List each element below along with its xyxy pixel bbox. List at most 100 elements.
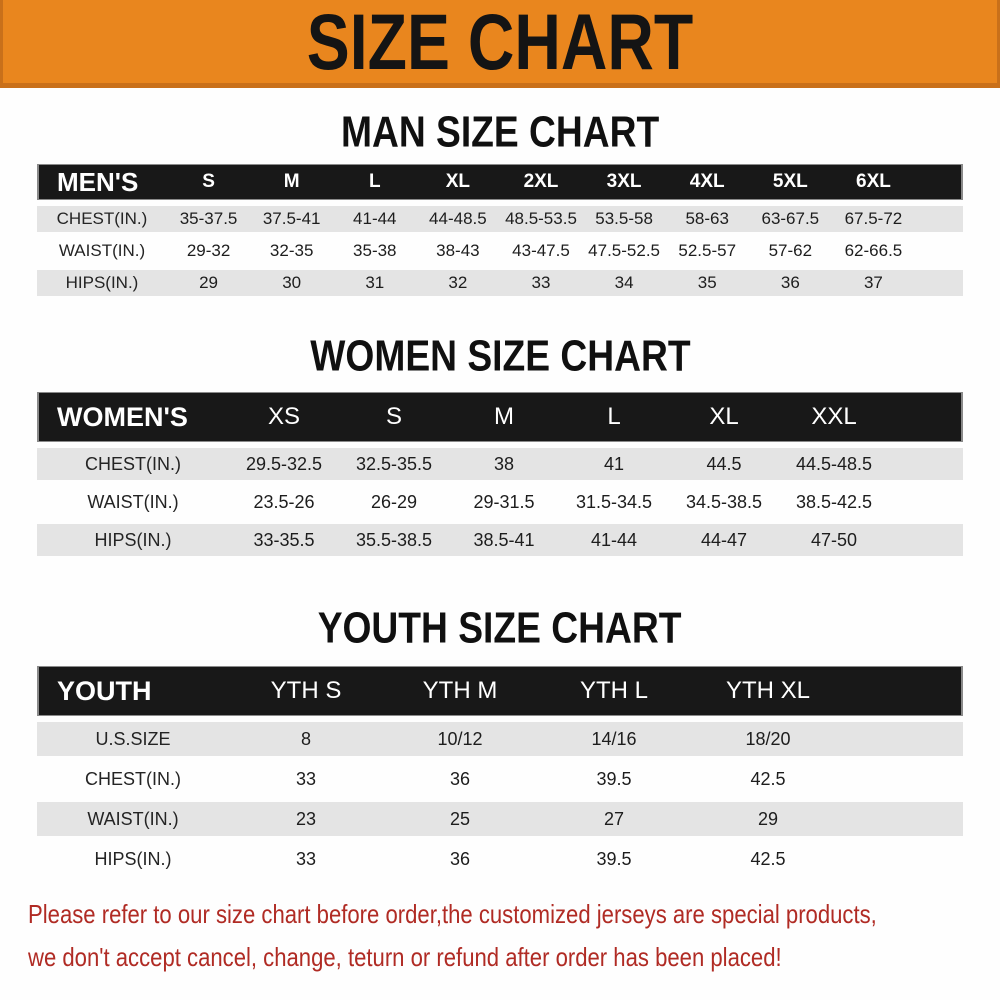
size-value-cell: 34	[614, 273, 634, 292]
size-column-header: XL	[669, 392, 779, 442]
size-value-cell: 25	[449, 808, 471, 829]
size-value-cell: 42.5	[750, 768, 786, 789]
size-value-cell: 18/20	[745, 728, 791, 749]
row-spacer-cell	[889, 448, 963, 480]
size-value-cell: 41	[603, 453, 625, 474]
row-label: WAIST(IN.)	[87, 491, 179, 512]
size-value-cell: 30	[282, 273, 302, 292]
women-size-chart-section: WOMEN SIZE CHART WOMEN'S XS S M L XL XXL CHEST(…	[0, 331, 1000, 562]
size-value-cell: 36	[449, 848, 471, 869]
size-value-cell: 39.5	[596, 848, 632, 869]
size-value-cell: 42.5	[750, 848, 786, 869]
size-value-cell: 62-66.5	[844, 241, 903, 260]
row-spacer-cell	[845, 722, 963, 756]
table-corner-label: MEN'S	[37, 164, 167, 200]
size-value-cell: 67.5-72	[844, 209, 903, 228]
women-section-title-text: WOMEN SIZE CHART	[309, 331, 691, 381]
size-value-cell: 33	[295, 768, 317, 789]
size-value-cell: 31.5-34.5	[575, 491, 653, 512]
size-column-header: XS	[229, 392, 339, 442]
women-size-table: WOMEN'S XS S M L XL XXL CHEST(IN.) 29.5-32.5 32.5…	[37, 386, 963, 562]
row-label: HIPS(IN.)	[65, 273, 139, 292]
row-spacer-cell	[845, 842, 963, 876]
size-value-cell: 26-29	[370, 491, 418, 512]
order-notice-line-1: Please refer to our size chart before or…	[28, 899, 877, 929]
size-value-cell: 57-62	[768, 241, 813, 260]
size-value-cell: 41-44	[590, 529, 638, 550]
table-row: HIPS(IN.) 33 36 39.5 42.5	[37, 842, 963, 876]
man-section-title-text: MAN SIZE CHART	[340, 107, 660, 157]
table-row: CHEST(IN.) 33 36 39.5 42.5	[37, 762, 963, 796]
row-spacer-cell	[845, 802, 963, 836]
women-section-title: WOMEN SIZE CHART	[0, 331, 1000, 381]
table-header-row: WOMEN'S XS S M L XL XXL	[37, 392, 963, 442]
size-value-cell: 36	[780, 273, 800, 292]
table-row: WAIST(IN.) 29-32 32-35 35-38 38-43 43-47.5 47.…	[37, 238, 963, 264]
table-row: HIPS(IN.) 29 30 31 32 33 34 35 36 37	[37, 270, 963, 296]
size-value-cell: 36	[449, 768, 471, 789]
table-row: CHEST(IN.) 29.5-32.5 32.5-35.5 38 41 44.5 44.5…	[37, 448, 963, 480]
size-column-header: XXL	[779, 392, 889, 442]
size-column-header: YTH S	[229, 666, 383, 716]
size-column-header: M	[449, 392, 559, 442]
table-header-row: YOUTH YTH S YTH M YTH L YTH XL	[37, 666, 963, 716]
row-label: CHEST(IN.)	[85, 768, 181, 789]
table-row: WAIST(IN.) 23.5-26 26-29 29-31.5 31.5-34.5 34…	[37, 486, 963, 518]
table-corner-label: YOUTH	[37, 666, 229, 716]
size-column-header: 3XL	[582, 164, 666, 200]
size-value-cell: 35-38	[353, 241, 397, 260]
size-value-cell: 44-48.5	[429, 209, 487, 228]
table-corner-label: WOMEN'S	[37, 392, 229, 442]
size-value-cell: 29	[199, 273, 219, 292]
row-label: CHEST(IN.)	[85, 453, 181, 474]
header-spacer-cell	[845, 666, 963, 716]
size-value-cell: 8	[300, 728, 311, 749]
youth-size-chart-section: YOUTH SIZE CHART YOUTH YTH S YTH M YTH L YTH…	[0, 606, 1000, 882]
size-value-cell: 35	[697, 273, 717, 292]
banner: SIZE CHART	[0, 0, 1000, 88]
row-spacer-cell	[915, 270, 963, 296]
table-header-row: MEN'S S M L XL 2XL 3XL 4XL 5XL 6XL	[37, 164, 963, 200]
size-value-cell: 32	[448, 273, 468, 292]
size-value-cell: 32.5-35.5	[355, 453, 433, 474]
banner-title: SIZE CHART	[306, 0, 694, 86]
size-column-header: L	[559, 392, 669, 442]
size-value-cell: 38	[493, 453, 515, 474]
size-value-cell: 31	[365, 273, 385, 292]
row-label: HIPS(IN.)	[94, 848, 172, 869]
size-value-cell: 38-43	[436, 241, 480, 260]
row-spacer-cell	[889, 486, 963, 518]
row-spacer-cell	[915, 238, 963, 264]
size-value-cell: 43-47.5	[512, 241, 570, 260]
size-column-header: S	[167, 164, 251, 200]
youth-section-title: YOUTH SIZE CHART	[0, 606, 1000, 650]
size-value-cell: 33	[295, 848, 317, 869]
size-value-cell: 47.5-52.5	[588, 241, 661, 260]
size-value-cell: 32-35	[269, 241, 314, 260]
size-column-header: 6XL	[831, 164, 915, 200]
size-value-cell: 44-47	[700, 529, 748, 550]
youth-size-table: YOUTH YTH S YTH M YTH L YTH XL U.S.SIZE 8 10/12…	[37, 660, 963, 882]
man-section-title: MAN SIZE CHART	[0, 107, 1000, 157]
row-label: WAIST(IN.)	[87, 808, 179, 829]
size-column-header: YTH L	[537, 666, 691, 716]
size-value-cell: 29.5-32.5	[245, 453, 323, 474]
size-value-cell: 38.5-41	[473, 529, 535, 550]
size-value-cell: 37	[863, 273, 883, 292]
row-label: HIPS(IN.)	[94, 529, 172, 550]
table-row: CHEST(IN.) 35-37.5 37.5-41 41-44 44-48.5 48.5…	[37, 206, 963, 232]
size-value-cell: 44.5-48.5	[795, 453, 873, 474]
row-label: WAIST(IN.)	[58, 241, 146, 260]
row-spacer-cell	[889, 524, 963, 556]
size-column-header: 5XL	[748, 164, 832, 200]
table-row: HIPS(IN.) 33-35.5 35.5-38.5 38.5-41 41-44 44-…	[37, 524, 963, 556]
size-column-header: 2XL	[499, 164, 583, 200]
size-value-cell: 39.5	[596, 768, 632, 789]
men-size-table: MEN'S S M L XL 2XL 3XL 4XL 5XL 6XL CHEST(IN.) 35-37…	[37, 158, 963, 302]
order-notice: Please refer to our size chart before or…	[28, 898, 1000, 975]
size-value-cell: 44.5	[706, 453, 742, 474]
size-column-header: YTH M	[383, 666, 537, 716]
size-value-cell: 35.5-38.5	[355, 529, 433, 550]
size-value-cell: 47-50	[810, 529, 858, 550]
size-value-cell: 52.5-57	[678, 241, 737, 260]
